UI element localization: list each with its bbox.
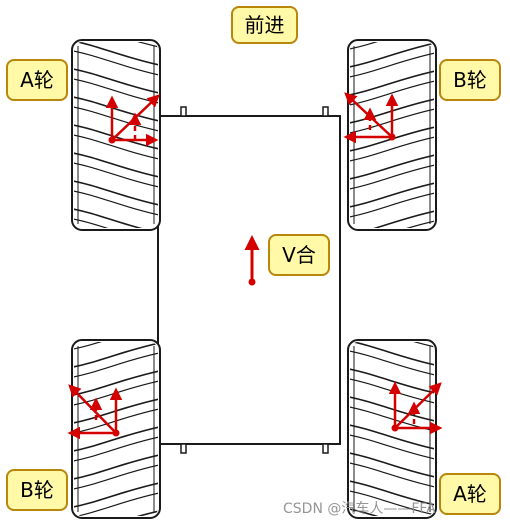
dot-tr	[388, 133, 396, 141]
wheel-bottom-right	[347, 339, 437, 519]
label-wheel-top-left: A轮	[6, 59, 68, 101]
chassis-body	[157, 115, 341, 445]
dot-tl	[108, 136, 116, 144]
dot-bl	[112, 429, 120, 437]
velocity-arrows	[67, 92, 443, 440]
resultant-arrow	[244, 235, 260, 286]
label-wheel-bottom-left: B轮	[6, 469, 68, 511]
wheel-top-right	[347, 39, 437, 231]
label-forward: 前进	[231, 6, 298, 44]
dot-br	[391, 424, 399, 432]
wheel-top-left	[71, 39, 161, 231]
watermark: CSDN @汽车人——FFA	[283, 501, 436, 517]
label-wheel-bottom-right: A轮	[439, 473, 501, 515]
chassis-tabs	[180, 106, 329, 454]
label-resultant: V合	[268, 234, 330, 276]
label-wheel-top-right: B轮	[439, 59, 501, 101]
wheel-bottom-left	[71, 339, 161, 519]
